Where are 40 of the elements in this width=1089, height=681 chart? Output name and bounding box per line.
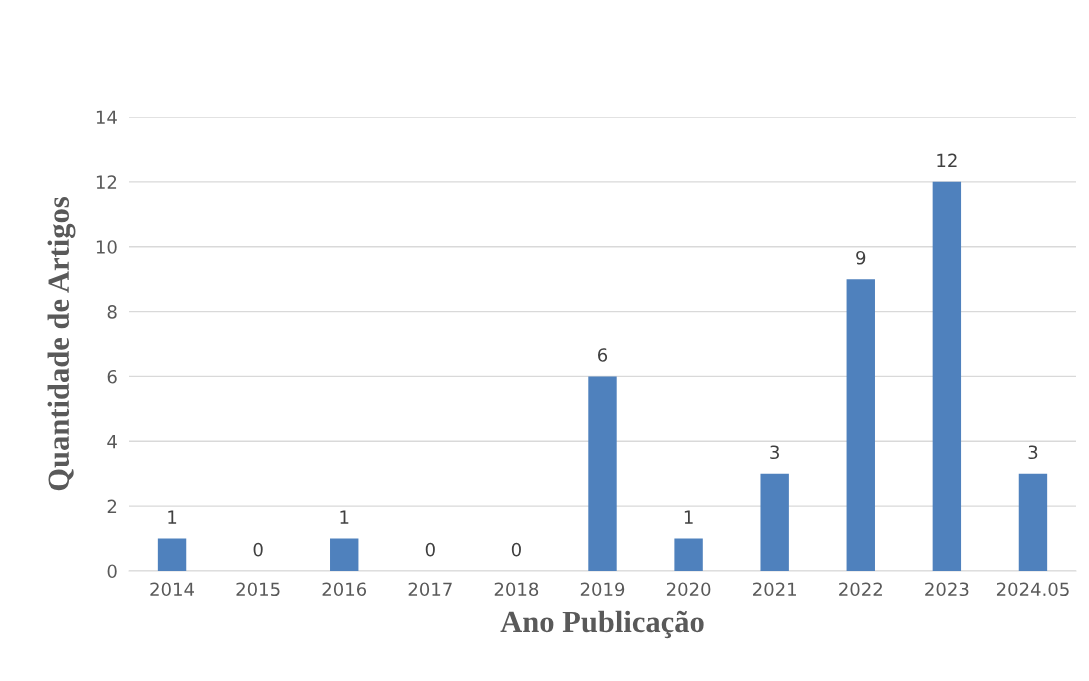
y-tick-label: 10: [96, 240, 117, 254]
bar: [674, 538, 703, 571]
x-tick-label: 2017: [408, 582, 452, 597]
data-label: 9: [856, 250, 866, 265]
y-tick-label: 2: [107, 499, 117, 513]
data-label: 3: [770, 445, 779, 460]
data-label: 3: [1028, 445, 1038, 460]
x-tick-label: 2016: [322, 582, 367, 597]
data-label: 1: [168, 510, 177, 524]
x-tick-label: 2022: [839, 582, 882, 597]
x-tick-label: 2020: [666, 582, 711, 597]
data-label: 1: [340, 510, 349, 524]
y-tick-label: 14: [96, 110, 117, 124]
data-label: 12: [937, 153, 957, 167]
x-tick-label: 2018: [494, 582, 539, 597]
bar: [760, 473, 789, 571]
data-label: 6: [598, 348, 608, 362]
x-tick-label: 2015: [236, 582, 280, 597]
data-label: 0: [253, 542, 263, 557]
bar: [932, 181, 962, 571]
x-tick-label: 2024.05: [996, 582, 1069, 597]
x-tick-label: 2014: [150, 582, 195, 597]
y-axis-title: Quantidade de Artigos: [47, 197, 76, 491]
bar: [846, 279, 875, 571]
bar: [1018, 473, 1048, 571]
y-tick-label: 0: [107, 564, 117, 579]
data-label: 1: [684, 510, 693, 524]
x-tick-label: 2021: [753, 582, 796, 597]
y-tick-label: 6: [107, 369, 117, 384]
bar: [330, 538, 359, 571]
y-tick-label: 8: [107, 305, 117, 319]
x-tick-label: 2023: [925, 582, 969, 597]
y-tick-label: 12: [96, 175, 117, 189]
bar: [588, 376, 617, 571]
x-axis-title: Ano Publicação: [500, 610, 704, 639]
data-label: 0: [511, 542, 521, 557]
y-tick-label: 4: [107, 434, 117, 449]
bar: [157, 538, 187, 571]
data-label: 0: [425, 542, 435, 557]
x-tick-label: 2019: [580, 582, 625, 597]
